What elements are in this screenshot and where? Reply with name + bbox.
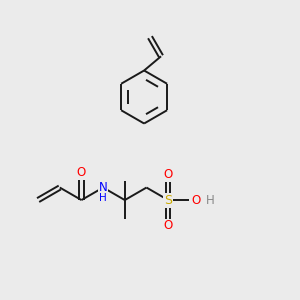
Text: O: O xyxy=(77,167,86,179)
Text: O: O xyxy=(164,220,173,232)
Text: O: O xyxy=(192,194,201,207)
Text: H: H xyxy=(206,194,214,207)
Text: S: S xyxy=(164,194,172,207)
Text: N: N xyxy=(99,181,107,194)
Text: H: H xyxy=(99,193,107,203)
Text: O: O xyxy=(164,168,173,181)
